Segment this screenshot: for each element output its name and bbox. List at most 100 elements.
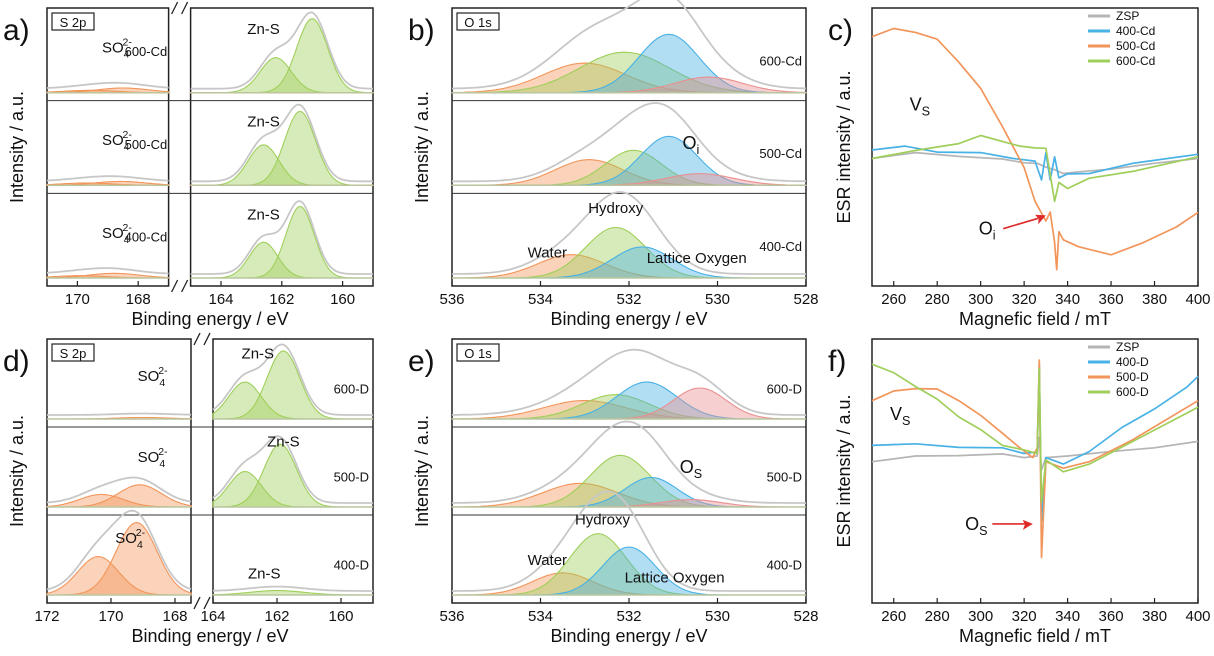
peak-label: Lattice Oxygen xyxy=(647,250,747,267)
x-tick-label: 280 xyxy=(925,291,950,308)
xps-panel: 172 170 168 164 162 160 600-D SO42- Zn-S 500-D SO4… xyxy=(3,332,374,646)
peak-label: Zn-S xyxy=(248,565,281,582)
oxygen-annotation: OS xyxy=(965,514,987,538)
x-axis-label: Magnefic field / mT xyxy=(959,309,1111,329)
axis-break-mark xyxy=(171,279,179,293)
x-tick-label: 170 xyxy=(98,608,123,625)
core-level-tag-box xyxy=(51,12,95,31)
spectrum-envelope xyxy=(47,412,191,416)
x-tick-label: 164 xyxy=(200,608,225,625)
plot-frame xyxy=(212,338,374,604)
y-axis-label: Intensity / a.u. xyxy=(412,415,432,527)
x-tick-label: 320 xyxy=(1012,291,1037,308)
core-level-tag-box xyxy=(456,12,500,31)
spectrum-600-D: 600-D SO42- Zn-S xyxy=(47,343,373,420)
peak-label: OS xyxy=(680,457,702,481)
xps-panel: 536 534 532 530 528 600-D 500-D OS 400-D Water Hyd… xyxy=(408,338,819,646)
x-tick-label: 400 xyxy=(1185,608,1210,625)
x-tick-label: 300 xyxy=(968,608,993,625)
spectrum-envelope xyxy=(452,102,806,183)
annotation-arrowhead xyxy=(1022,519,1033,530)
legend-entry: ZSP xyxy=(1116,9,1139,23)
peak-label: Water xyxy=(528,245,567,262)
x-axis-label: Binding energy / eV xyxy=(550,626,707,646)
sample-label: 600-Cd xyxy=(759,53,802,68)
x-tick-label: 528 xyxy=(793,608,818,625)
x-tick-label: 530 xyxy=(705,608,730,625)
peak-label: Zn-S xyxy=(247,206,280,223)
legend-entry: 500-Cd xyxy=(1116,39,1155,53)
spectrum-envelope xyxy=(452,420,806,504)
spectrum-envelope xyxy=(46,476,192,504)
spectrum-envelope xyxy=(190,103,373,183)
x-tick-label: 534 xyxy=(528,608,553,625)
x-axis-label: Binding energy / eV xyxy=(131,309,288,329)
axis-break-mark xyxy=(181,279,189,293)
spectrum-envelope xyxy=(212,435,373,504)
core-level-tag-box xyxy=(456,343,500,362)
axis-break-mark xyxy=(203,596,211,610)
panel-label: f) xyxy=(828,345,846,378)
x-tick-label: 532 xyxy=(616,291,641,308)
sample-label: 600-D xyxy=(767,382,802,397)
x-tick-label: 168 xyxy=(126,291,151,308)
panel-label: e) xyxy=(408,345,435,378)
axis-break-mark xyxy=(193,332,201,346)
xps-panel: 170 168 164 162 160600-CdSO42-Zn-S500-CdSO42… xyxy=(3,1,374,329)
x-tick-label: 320 xyxy=(1012,608,1037,625)
peak-label: SO42- xyxy=(102,36,132,60)
x-tick-label: 170 xyxy=(65,291,90,308)
series-line-500-Cd xyxy=(871,27,1199,271)
x-tick-label: 160 xyxy=(328,608,353,625)
peak-label: SO42- xyxy=(115,527,145,551)
core-level-tag-box xyxy=(51,343,95,362)
legend-entry: 600-Cd xyxy=(1116,54,1155,68)
spectrum-envelope xyxy=(452,348,806,416)
peak-label: SO42- xyxy=(102,129,132,153)
peak-label: Zn-S xyxy=(247,21,280,38)
sample-label: 400-D xyxy=(334,558,369,573)
series-line-500-D xyxy=(871,359,1199,559)
axis-break-mark xyxy=(203,332,211,346)
x-tick-label: 164 xyxy=(208,291,233,308)
sample-label: 500-Cd xyxy=(125,137,168,152)
sample-label: 400-D xyxy=(767,558,802,573)
axis-break-mark xyxy=(193,596,201,610)
spectrum-envelope xyxy=(213,585,373,592)
sample-label: 600-D xyxy=(334,382,369,397)
xps-panel: 536 534 532 530 528 600-Cd 500-Cd Oi 400-Cd Water… xyxy=(408,0,819,329)
y-axis-label: Intensity / a.u. xyxy=(412,91,432,203)
panel-label: a) xyxy=(3,14,30,47)
sample-label: 400-Cd xyxy=(125,230,168,245)
spectrum-400-D: 400-D SO42- Zn-S xyxy=(46,509,373,596)
x-tick-label: 360 xyxy=(1099,291,1124,308)
plot-frame xyxy=(871,7,1199,287)
peak-component xyxy=(46,272,170,279)
annotation-arrowhead xyxy=(1035,214,1046,225)
series-line-400-D xyxy=(871,363,1199,522)
spectrum-400-D: 400-D Water Hydroxy Lattice Oxygen xyxy=(452,490,806,596)
peak-label: Hydroxy xyxy=(575,512,631,529)
spectrum-500-D: 500-D SO42- Zn-S xyxy=(46,426,373,508)
x-tick-label: 280 xyxy=(925,608,950,625)
y-axis-label: ESR intensity / a.u. xyxy=(834,394,854,547)
axis-break-mark xyxy=(171,1,179,15)
y-axis-label: Intensity / a.u. xyxy=(7,91,27,203)
peak-label: Oi xyxy=(683,133,700,157)
peak-label: SO42- xyxy=(138,365,168,389)
spectrum-envelope xyxy=(212,343,373,416)
spectrum-envelope xyxy=(46,81,169,89)
y-axis-label: Intensity / a.u. xyxy=(7,415,27,527)
legend-entry: 600-D xyxy=(1116,385,1149,399)
x-tick-label: 530 xyxy=(705,291,730,308)
spectrum-envelope xyxy=(451,0,807,90)
panel-label: c) xyxy=(828,14,853,47)
peak-label: Lattice Oxygen xyxy=(625,570,725,587)
core-level-tag: O 1s xyxy=(464,15,492,30)
sample-label: 600-Cd xyxy=(125,44,168,59)
